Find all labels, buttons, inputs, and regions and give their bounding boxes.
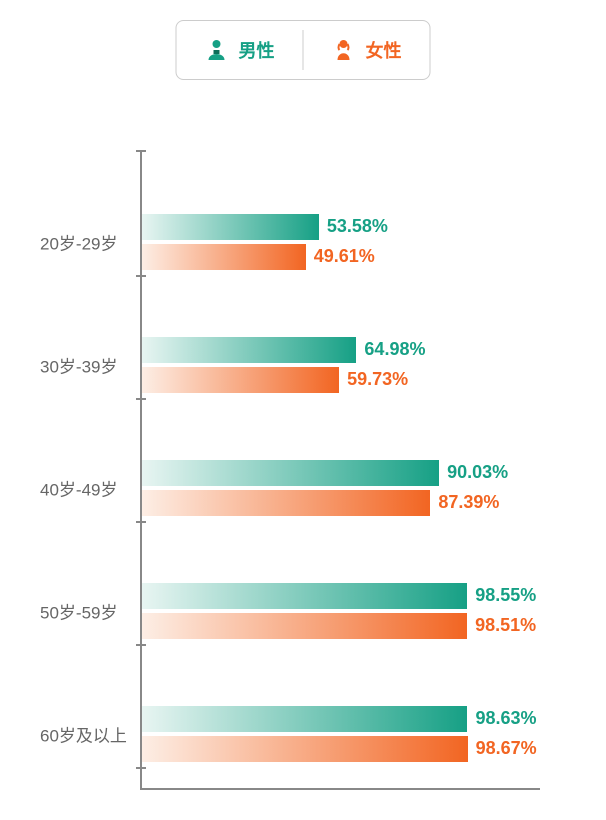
value-label-female: 98.51%	[475, 615, 536, 636]
chart-area: 20岁-29岁 53.58% 49.61% 30岁-39岁 64.98% 59.73% 40…	[40, 150, 580, 790]
axis-tick	[136, 644, 146, 646]
category-label: 20岁-29岁	[40, 229, 130, 254]
bar-male	[142, 214, 319, 240]
bar-group: 50岁-59岁 98.55% 98.51%	[40, 579, 580, 643]
bar-female	[142, 490, 430, 516]
value-label-female: 59.73%	[347, 369, 408, 390]
value-label-female: 49.61%	[314, 246, 375, 267]
bar-female	[142, 244, 306, 270]
bar-female	[142, 367, 339, 393]
bar-male	[142, 583, 467, 609]
legend-box: 男性 女性	[176, 20, 431, 80]
bar-male	[142, 706, 467, 732]
axis-tick	[136, 398, 146, 400]
bar-group: 40岁-49岁 90.03% 87.39%	[40, 456, 580, 520]
bar-group: 60岁及以上 98.63% 98.67%	[40, 702, 580, 766]
value-label-male: 98.55%	[475, 585, 536, 606]
category-label: 30岁-39岁	[40, 352, 130, 377]
bar-group: 20岁-29岁 53.58% 49.61%	[40, 210, 580, 274]
legend-label-female: 女性	[366, 37, 402, 63]
x-axis	[140, 788, 540, 790]
value-label-female: 87.39%	[438, 492, 499, 513]
axis-tick	[136, 767, 146, 769]
value-label-male: 53.58%	[327, 216, 388, 237]
bar-male	[142, 337, 356, 363]
category-label: 50岁-59岁	[40, 598, 130, 623]
legend-label-male: 男性	[239, 37, 275, 63]
category-label: 60岁及以上	[40, 721, 130, 746]
axis-tick	[136, 150, 146, 152]
value-label-female: 98.67%	[476, 738, 537, 759]
female-icon	[332, 38, 356, 62]
value-label-male: 98.63%	[475, 708, 536, 729]
value-label-male: 64.98%	[364, 339, 425, 360]
category-label: 40岁-49岁	[40, 475, 130, 500]
value-label-male: 90.03%	[447, 462, 508, 483]
legend-item-male: 男性	[177, 37, 303, 63]
male-icon	[205, 38, 229, 62]
bar-female	[142, 613, 467, 639]
bar-group: 30岁-39岁 64.98% 59.73%	[40, 333, 580, 397]
bar-female	[142, 736, 468, 762]
axis-tick	[136, 521, 146, 523]
bar-male	[142, 460, 439, 486]
legend-item-female: 女性	[304, 37, 430, 63]
axis-tick	[136, 275, 146, 277]
